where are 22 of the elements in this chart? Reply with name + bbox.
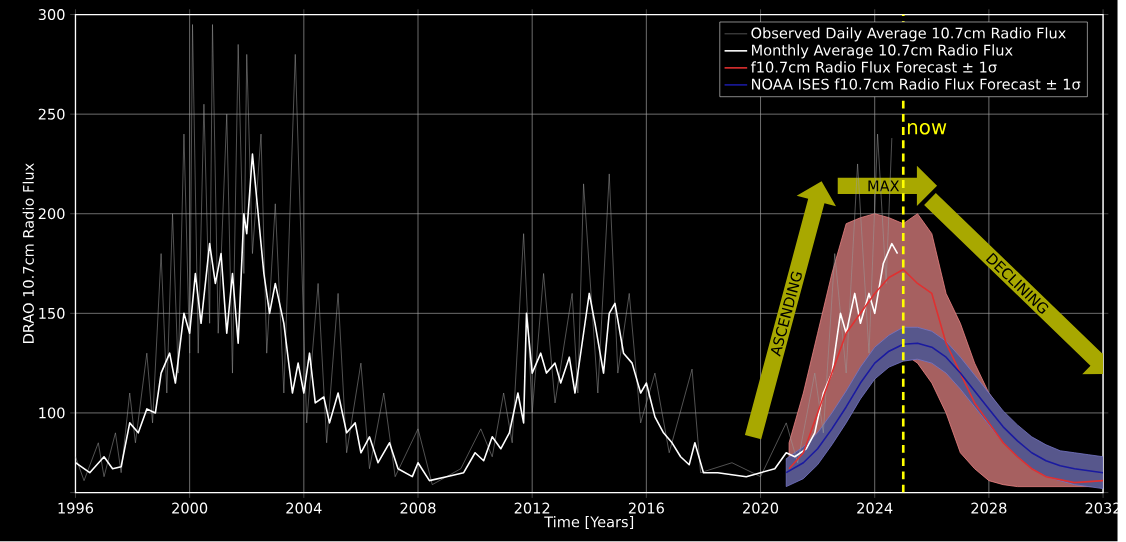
annotation: MAX [868, 180, 900, 192]
y-tick-label: 150 [39, 308, 65, 320]
x-tick-label: 1996 [58, 502, 94, 514]
x-tick-label: 2016 [628, 502, 664, 514]
y-tick-label: 250 [38, 108, 65, 120]
legend-label: f10.7cm Radio Flux Forecast ± 1σ [750, 61, 997, 73]
y-tick-label: 200 [38, 208, 65, 220]
legend-label: Monthly Average 10.7cm Radio Flux [752, 44, 1013, 59]
y-tick-label: 300 [38, 9, 65, 21]
legend-label: Observed Daily Average 10.7cm Radio Flux [751, 27, 1066, 42]
ref-line-label: now [907, 123, 947, 135]
x-tick-label: 2020 [743, 502, 779, 514]
y-tick-label: 100 [39, 407, 65, 419]
y-axis-title: DRAO 10.7cm Radio Flux [22, 163, 34, 344]
x-tick-label: 2008 [400, 502, 436, 514]
x-tick-label: 2024 [857, 502, 893, 514]
x-tick-label: 2004 [286, 502, 322, 514]
x-tick-label: 2012 [514, 502, 550, 514]
x-tick-label: 2000 [172, 502, 208, 514]
x-tick-label: 2028 [971, 502, 1007, 514]
legend-label: NOAA ISES f10.7cm Radio Flux Forecast ± 1σ [752, 78, 1081, 90]
x-axis-title: Time [Years] [544, 516, 634, 530]
